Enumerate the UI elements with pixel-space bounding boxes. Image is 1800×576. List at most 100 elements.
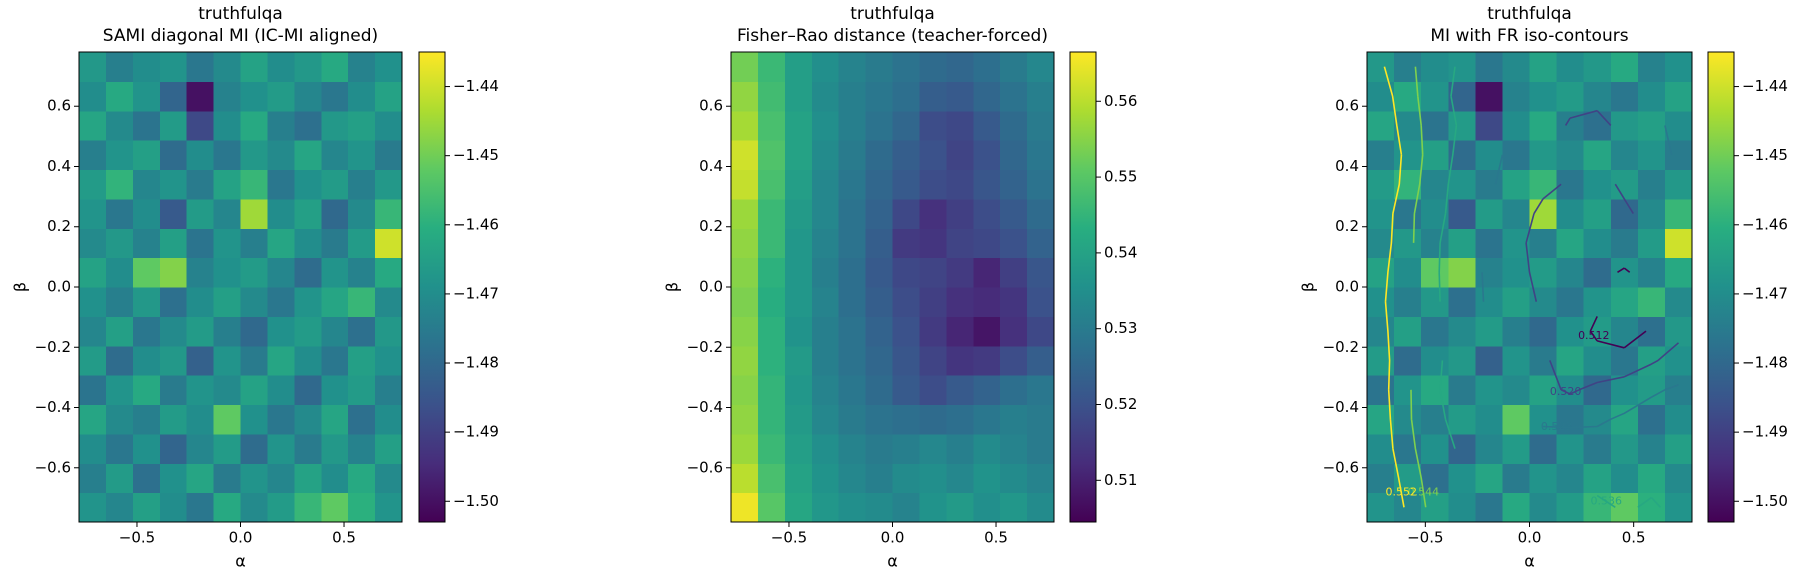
heatmap-cell [784,463,813,494]
heatmap-cell [294,228,322,259]
heatmap-cell [946,316,974,347]
heatmap-cell [1448,492,1476,523]
heatmap-cell [757,345,786,376]
heatmap-cell [186,140,215,170]
heatmap-cell [375,140,403,170]
heatmap-cell [973,433,1001,464]
heatmap-cell [1000,52,1028,82]
heatmap-cell [79,492,107,523]
heatmap-cell [321,169,349,200]
heatmap-cell [946,375,974,405]
heatmap-cell [79,52,107,82]
heatmap-cell [213,140,241,170]
heatmap-cell [213,169,241,200]
heatmap-cell [1583,110,1612,141]
heatmap-cell [321,257,349,288]
heatmap-cell [919,316,947,347]
heatmap-cell [1394,228,1422,259]
heatmap-cell [919,81,947,112]
heatmap-cell [348,316,376,347]
y-tick-label: 0.2 [699,217,723,235]
heatmap-cell [1448,110,1476,141]
y-tick-label: 0.4 [47,157,71,175]
heatmap-cell [267,228,295,259]
heatmap-cell [1502,404,1530,435]
heatmap-cell [811,81,840,112]
heatmap-cell [1583,492,1612,523]
heatmap-cell [240,228,268,259]
heatmap-cell [838,463,867,494]
heatmap-cell [267,433,295,464]
heatmap-cell [1475,140,1503,170]
heatmap-cell [946,140,974,170]
colorbar-tick-label: −1.45 [1742,146,1788,164]
heatmap-cell [838,492,867,523]
heatmap-cell [731,169,759,200]
heatmap-cell [757,433,786,464]
heatmap-cell [1000,110,1028,141]
heatmap-cell [919,110,947,141]
heatmap-cell [1610,433,1639,464]
heatmap-cell [186,81,215,112]
heatmap-cell [321,52,349,82]
heatmap-cell [79,287,107,317]
colorbar-tick-label: 0.53 [1104,319,1137,337]
heatmap-cell [1421,140,1449,170]
heatmap-cell [186,287,215,317]
heatmap-cell [240,140,268,170]
heatmap-cell [811,257,840,288]
y-tick-label: 0.6 [699,97,723,115]
heatmap-cell [132,433,161,464]
heatmap-cell [1664,287,1693,317]
heatmap-cell [784,375,813,405]
y-tick-label: 0.2 [47,217,71,235]
heatmap-cell [811,110,840,141]
colorbar-tick-label: −1.49 [453,423,499,441]
heatmap-cell [1394,404,1422,435]
heatmap-cell [105,52,134,82]
heatmap-cell [213,228,241,259]
heatmap-cell [240,316,268,347]
colorbar-tick-label: −1.44 [453,77,499,95]
heatmap-cell [1529,463,1558,494]
heatmap-cell [1000,345,1028,376]
heatmap-cell [1556,404,1585,435]
heatmap-cell [1583,463,1612,494]
heatmap-cell [1664,81,1693,112]
heatmap-cell [1475,228,1503,259]
heatmap-cell [784,345,813,376]
y-tick-label: 0.0 [699,278,723,296]
heatmap-cell [79,375,107,405]
heatmap-cell [1367,316,1395,347]
heatmap-cell [731,140,759,170]
heatmap-cell [1502,198,1530,229]
heatmap-cell [865,52,893,82]
heatmap-cell [79,81,107,112]
heatmap-cell [1502,375,1530,405]
heatmap-cell [1448,169,1476,200]
heatmap-cell [731,198,759,229]
heatmap-cell [1664,433,1693,464]
heatmap-cell [1421,287,1449,317]
y-tick-label: 0.0 [1335,278,1359,296]
heatmap-cell [1367,463,1395,494]
heatmap-cell [973,463,1001,494]
contour-line [1481,125,1679,429]
heatmap-cell [1000,433,1028,464]
heatmap-cell [892,345,920,376]
heatmap-cell [731,492,759,523]
heatmap-cell [757,110,786,141]
heatmap-cell [892,375,920,405]
heatmap-cell [1529,140,1558,170]
heatmap-cell [946,463,974,494]
heatmap-cell [757,81,786,112]
heatmap-cell [1027,81,1055,112]
heatmap-cell [919,492,947,523]
heatmap-cell [240,492,268,523]
heatmap-cell [213,492,241,523]
heatmap-cell [1664,228,1693,259]
heatmap-cell [186,228,215,259]
heatmap-cell [213,404,241,435]
heatmap-cell [865,316,893,347]
